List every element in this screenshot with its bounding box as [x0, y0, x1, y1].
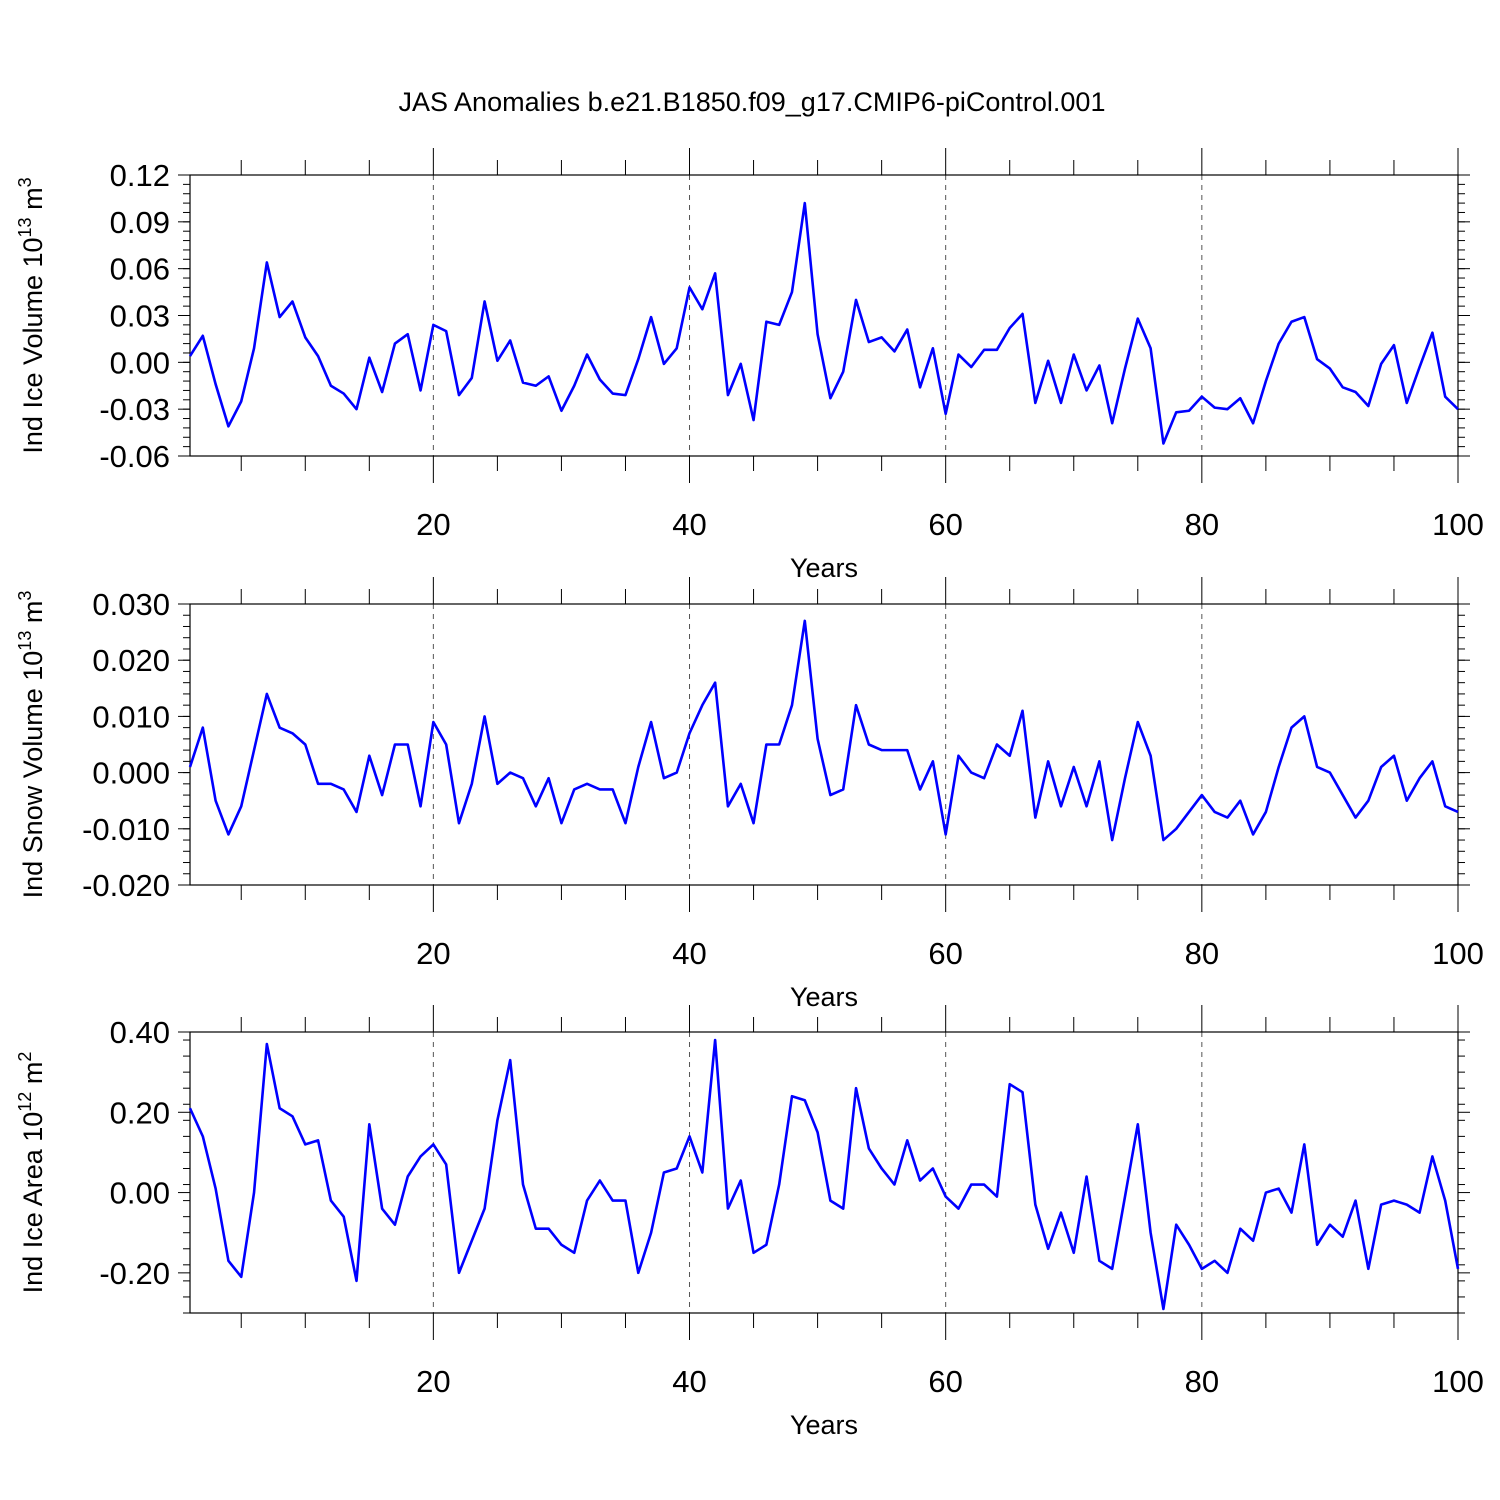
- xtick-label: 40: [672, 507, 706, 542]
- x-axis-label: Years: [790, 553, 858, 583]
- y-axis-label: Ind Ice Area 1012 m2: [15, 1052, 48, 1294]
- y-axis-label: Ind Snow Volume 1013 m3: [15, 591, 48, 899]
- series-line-3: [188, 1038, 1460, 1311]
- ytick-label: -0.20: [99, 1256, 170, 1291]
- y-axis-label-text: Ind Ice Area 10: [18, 1112, 48, 1294]
- plot-frame: [189, 174, 1459, 457]
- ytick-label: 0.00: [110, 1176, 170, 1211]
- ytick-label: 0.03: [110, 299, 170, 334]
- x-axis-label: Years: [790, 1410, 858, 1440]
- ytick-label: -0.06: [99, 439, 170, 474]
- y-axis-label-superscript: 13: [15, 217, 35, 237]
- ytick-label: 0.000: [92, 756, 170, 791]
- series-line-1: [188, 201, 1459, 445]
- panel-2: -0.020 -0.010 0.000 0.010 0.020 0.030 20 40 60 80…: [15, 577, 1484, 1012]
- ytick-label: 0.09: [110, 205, 170, 240]
- series-line-2: [188, 619, 1459, 842]
- xtick-label: 60: [928, 1364, 962, 1399]
- y-axis-label-superscript: 2: [15, 1052, 35, 1062]
- ytick-label: 0.20: [110, 1095, 170, 1130]
- xtick-label: 20: [416, 936, 450, 971]
- plot-frame: [189, 1031, 1459, 1314]
- y-axis-label-text: Ind Ice Volume 10: [18, 237, 48, 453]
- y-axis-label-text: m: [18, 601, 48, 631]
- ytick-label: 0.06: [110, 252, 170, 287]
- y-axis-label-text: m: [18, 187, 48, 217]
- xtick-label: 100: [1432, 507, 1484, 542]
- chart-title: JAS Anomalies b.e21.B1850.f09_g17.CMIP6-…: [399, 87, 1106, 117]
- xtick-label: 20: [416, 507, 450, 542]
- y-axis-label: Ind Ice Volume 1013 m3: [15, 177, 48, 453]
- ytick-label: 0.12: [110, 158, 170, 193]
- xtick-label: 60: [928, 936, 962, 971]
- xtick-label: 40: [672, 1364, 706, 1399]
- xtick-label: 20: [416, 1364, 450, 1399]
- ytick-label: 0.010: [92, 699, 170, 734]
- xtick-label: 60: [928, 507, 962, 542]
- y-axis-label-superscript: 3: [15, 177, 35, 187]
- xtick-label: 80: [1185, 507, 1219, 542]
- x-axis-label: Years: [790, 982, 858, 1012]
- ytick-label: -0.020: [82, 868, 170, 903]
- xtick-label: 100: [1432, 1364, 1484, 1399]
- y-axis-label-text: Ind Snow Volume 10: [18, 651, 48, 899]
- y-axis-label-superscript: 3: [15, 591, 35, 601]
- ytick-label: 0.40: [110, 1015, 170, 1050]
- y-axis-label-superscript: 12: [15, 1092, 35, 1112]
- panel-1: -0.06 -0.03 0.00 0.03 0.06 0.09 0.12 20 40 60 80 10…: [15, 148, 1484, 583]
- xtick-label: 80: [1185, 936, 1219, 971]
- plot-frame: [189, 603, 1459, 886]
- panels-group: -0.06 -0.03 0.00 0.03 0.06 0.09 0.12 20 40 60 80 10…: [15, 148, 1484, 1440]
- ytick-label: -0.03: [99, 392, 170, 427]
- ytick-label: 0.00: [110, 345, 170, 380]
- xtick-label: 80: [1185, 1364, 1219, 1399]
- ytick-label: 0.020: [92, 643, 170, 678]
- xtick-label: 40: [672, 936, 706, 971]
- ytick-label: 0.030: [92, 587, 170, 622]
- xtick-label: 100: [1432, 936, 1484, 971]
- panel-3: -0.20 0.00 0.20 0.40 20 40 60 80 100 Years Ind Ice…: [15, 1005, 1484, 1440]
- y-axis-label-text: m: [18, 1062, 48, 1092]
- ytick-label: -0.010: [82, 812, 170, 847]
- y-axis-label-superscript: 13: [15, 631, 35, 651]
